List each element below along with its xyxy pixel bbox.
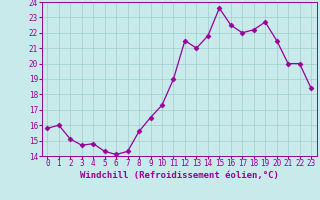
X-axis label: Windchill (Refroidissement éolien,°C): Windchill (Refroidissement éolien,°C) xyxy=(80,171,279,180)
